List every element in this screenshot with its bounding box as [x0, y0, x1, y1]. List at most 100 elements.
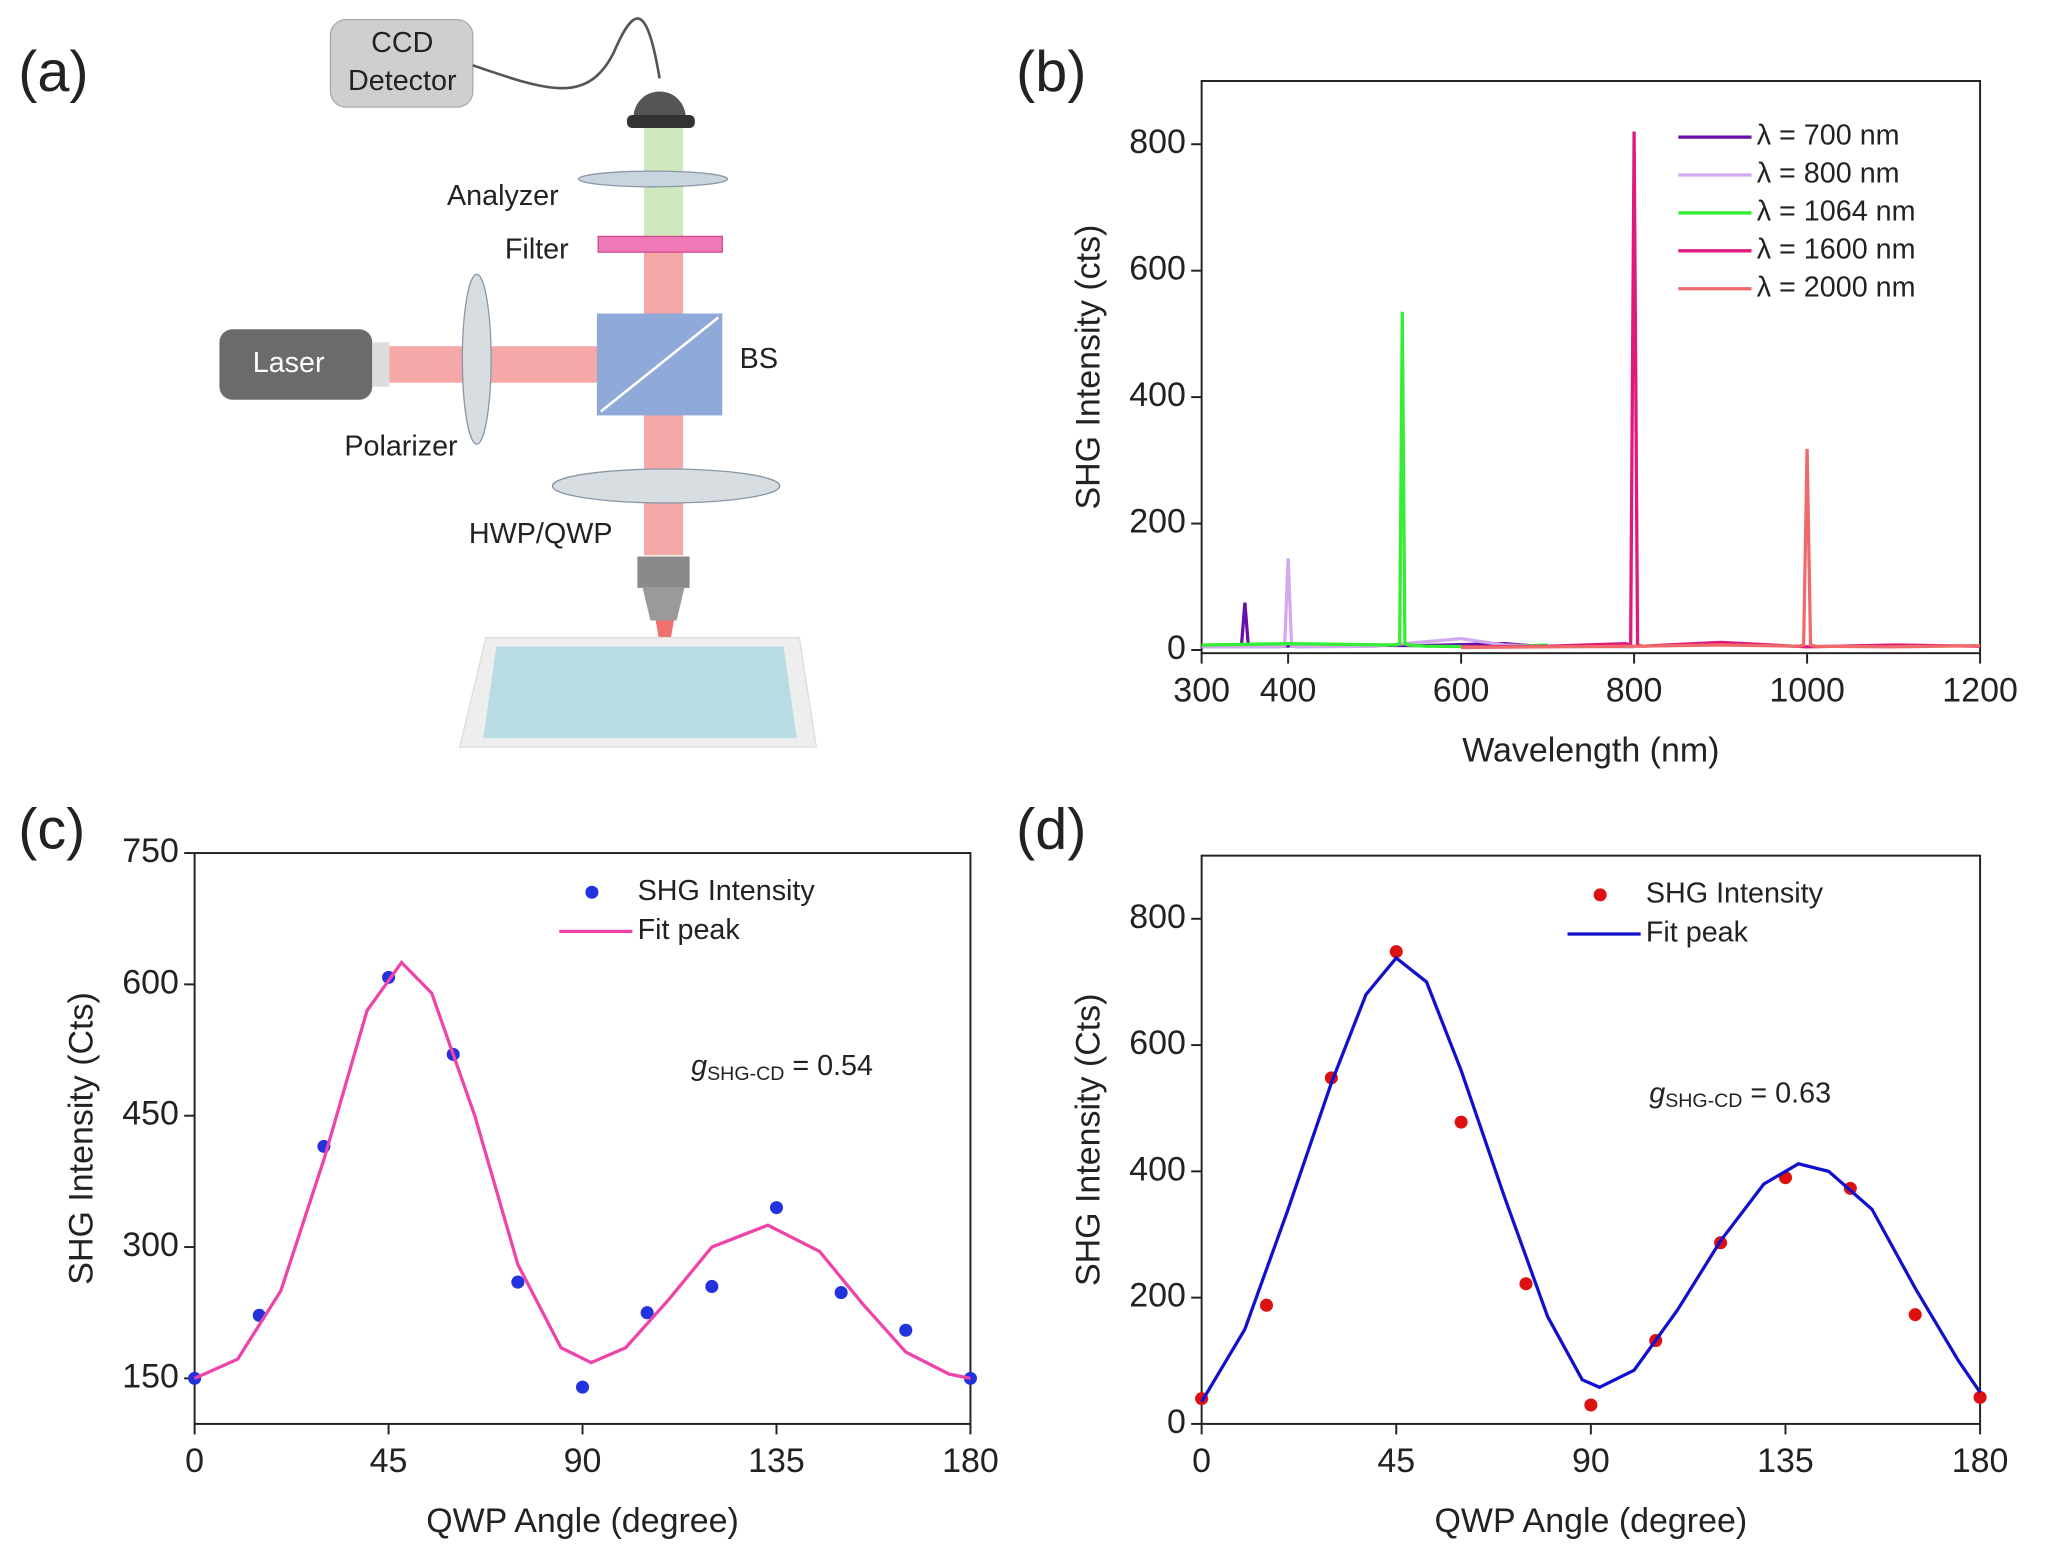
- data-point: [511, 1275, 525, 1289]
- data-line: [1201, 558, 1635, 649]
- annotation: gSHG-CD = 0.54: [691, 1050, 873, 1085]
- legend-label: λ = 2000 nm: [1757, 271, 1916, 303]
- y-tick-label: 600: [1129, 1024, 1186, 1062]
- legend-label: Fit peak: [1646, 917, 1749, 949]
- detector-dome: [633, 91, 686, 118]
- diagram-label: Filter: [505, 233, 569, 265]
- objective: [637, 556, 690, 588]
- panel-label: (b): [1016, 40, 1086, 104]
- x-axis-title: QWP Angle (degree): [1435, 1502, 1748, 1540]
- annotation: gSHG-CD = 0.63: [1649, 1077, 1831, 1112]
- laser-head: [372, 342, 390, 387]
- x-tick-label: 400: [1260, 671, 1317, 709]
- data-point: [705, 1279, 719, 1293]
- x-tick-label: 45: [370, 1442, 408, 1480]
- x-tick-label: 45: [1377, 1442, 1415, 1480]
- x-tick-label: 180: [942, 1442, 999, 1480]
- y-tick-label: 200: [1129, 503, 1186, 541]
- x-tick-label: 135: [748, 1442, 805, 1480]
- legend-label: λ = 700 nm: [1757, 120, 1900, 152]
- annotation-text: = 0.63: [1742, 1077, 1831, 1109]
- annotation-text: = 0.54: [784, 1050, 873, 1082]
- legend-label: λ = 1064 nm: [1757, 196, 1916, 228]
- y-tick-label: 400: [1129, 1150, 1186, 1188]
- bs-diagonal: [600, 316, 720, 413]
- data-point: [1259, 1298, 1274, 1312]
- diagram-label: Analyzer: [447, 180, 559, 212]
- data-point: [769, 1201, 784, 1215]
- data-line: [1200, 955, 1982, 1403]
- y-axis-title: SHG Intensity (Cts): [63, 992, 101, 1284]
- annotation-symbol: g: [1649, 1077, 1665, 1109]
- legend-label: Fit peak: [638, 914, 741, 946]
- legend-label: λ = 800 nm: [1757, 158, 1900, 190]
- laser-box: [219, 329, 373, 400]
- diagram-label: BS: [740, 343, 778, 375]
- red-beam-h: [389, 346, 599, 383]
- detector-base: [626, 114, 695, 129]
- x-tick-label: 135: [1757, 1442, 1814, 1480]
- panel-label: (c): [18, 798, 85, 862]
- y-tick-label: 750: [122, 832, 179, 870]
- x-tick-label: 600: [1433, 671, 1490, 709]
- legend-marker: [1593, 888, 1607, 902]
- data-point: [899, 1323, 913, 1337]
- annotation-subscript: SHG-CD: [707, 1063, 784, 1085]
- legend-label: λ = 1600 nm: [1757, 233, 1916, 265]
- filter: [597, 235, 723, 253]
- plot-frame: [1200, 854, 1982, 1425]
- data-line: [193, 959, 971, 1380]
- ccd-box: [329, 18, 474, 108]
- data-point: [1584, 1398, 1598, 1412]
- legend-label: SHG Intensity: [1646, 877, 1824, 909]
- x-axis-title: Wavelength (nm): [1462, 731, 1719, 769]
- x-axis-title: QWP Angle (degree): [426, 1502, 739, 1540]
- y-tick-label: 600: [122, 963, 179, 1001]
- setup-diagram: [219, 17, 818, 748]
- y-tick-label: 200: [1129, 1277, 1186, 1315]
- y-tick-label: 300: [122, 1226, 179, 1264]
- y-tick-label: 800: [1129, 123, 1186, 161]
- y-tick-label: 0: [1167, 1403, 1186, 1441]
- data-point: [1519, 1277, 1533, 1291]
- y-axis-title: SHG Intensity (cts): [1070, 225, 1108, 510]
- y-axis-title: SHG Intensity (Cts): [1070, 994, 1108, 1286]
- x-tick-label: 1000: [1769, 671, 1845, 709]
- data-point: [640, 1306, 654, 1320]
- data-line: [1201, 311, 1548, 649]
- data-line: [1201, 602, 1548, 649]
- y-tick-label: 800: [1129, 898, 1186, 936]
- legend-label: SHG Intensity: [638, 875, 816, 907]
- panel-label: (a): [18, 40, 88, 104]
- annotation-symbol: g: [691, 1050, 707, 1082]
- x-tick-label: 180: [1952, 1442, 2009, 1480]
- y-tick-label: 600: [1129, 250, 1186, 288]
- data-point: [1389, 945, 1403, 959]
- y-tick-label: 400: [1129, 376, 1186, 414]
- diagram-label: CCD: [371, 27, 433, 59]
- diagram-label: Detector: [348, 65, 457, 97]
- legend-marker: [585, 885, 599, 899]
- analyzer: [577, 170, 729, 188]
- x-tick-label: 300: [1173, 671, 1230, 709]
- x-tick-label: 0: [1192, 1442, 1211, 1480]
- panel-label: (d): [1016, 798, 1086, 862]
- diagram-label: Laser: [253, 347, 325, 379]
- annotation-subscript: SHG-CD: [1665, 1090, 1742, 1112]
- x-tick-label: 800: [1606, 671, 1663, 709]
- plot-frame: [1200, 80, 1982, 655]
- data-point: [1973, 1390, 1987, 1404]
- diagram-label: HWP/QWP: [469, 518, 613, 550]
- plot-frame: [193, 852, 972, 1425]
- data-point: [834, 1286, 848, 1300]
- polarizer: [461, 273, 492, 445]
- x-tick-label: 1200: [1942, 671, 2018, 709]
- cable: [472, 17, 661, 90]
- y-tick-label: 0: [1167, 629, 1186, 667]
- crystal: [483, 646, 797, 739]
- diagram-label: Polarizer: [344, 431, 458, 463]
- data-point: [576, 1380, 590, 1394]
- y-tick-label: 450: [122, 1095, 179, 1133]
